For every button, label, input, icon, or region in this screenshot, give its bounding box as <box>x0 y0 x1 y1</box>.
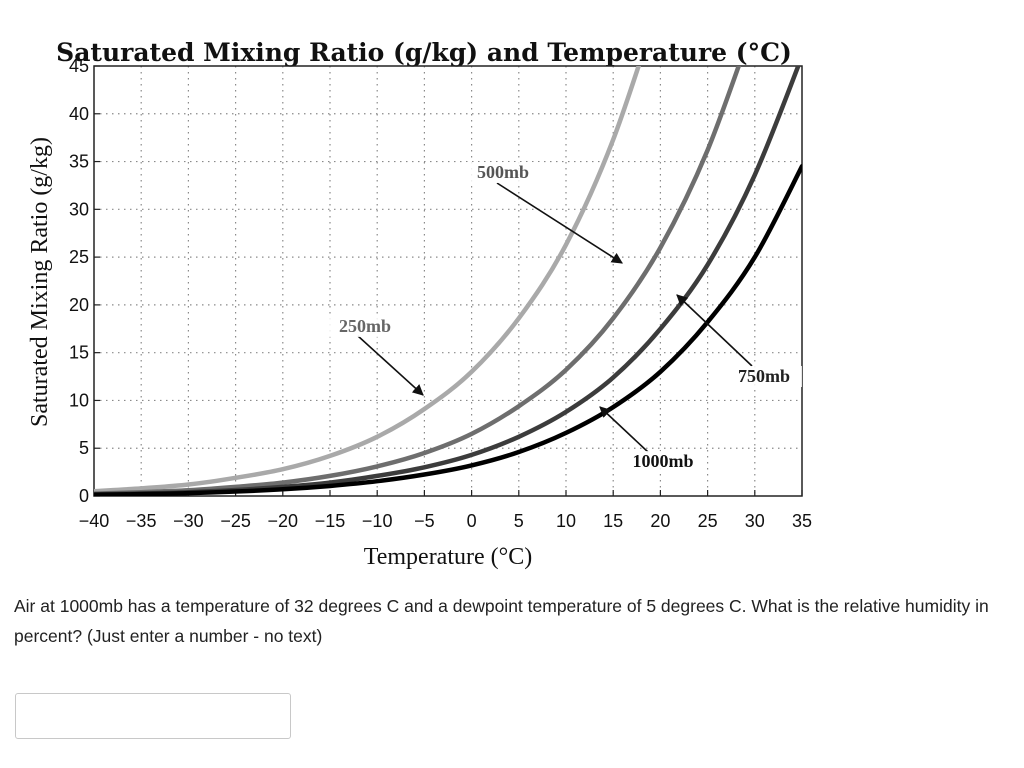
annotation-backdrop <box>465 162 541 183</box>
curve-750mb <box>94 66 801 496</box>
annotation-backdrop <box>327 316 403 337</box>
mixing-ratio-chart: Saturated Mixing Ratio (g/kg) and Temper… <box>27 38 812 570</box>
x-tick-label: 5 <box>514 511 524 531</box>
annotation-arrow <box>357 335 424 396</box>
curve-label-250mb: 250mb <box>339 316 391 336</box>
curve-label-750mb: 750mb <box>738 366 790 386</box>
y-tick-label: 10 <box>69 390 89 410</box>
curve-500mb <box>94 66 742 496</box>
x-tick-label: 35 <box>792 511 812 531</box>
x-tick-label: 10 <box>556 511 576 531</box>
x-tick-label: −5 <box>414 511 435 531</box>
grid <box>93 65 803 497</box>
y-tick-label: 40 <box>69 104 89 124</box>
answer-input[interactable] <box>15 693 291 739</box>
y-tick-label: 25 <box>69 247 89 267</box>
y-tick-label: 35 <box>69 152 89 172</box>
y-tick-label: 30 <box>69 199 89 219</box>
x-tick-label: 0 <box>467 511 477 531</box>
curve-label-1000mb: 1000mb <box>632 451 693 471</box>
x-tick-label: −20 <box>268 511 299 531</box>
curve-1000mb <box>94 164 802 496</box>
annotation-arrow <box>676 294 753 367</box>
x-tick-label: 30 <box>745 511 765 531</box>
x-tick-label: 20 <box>650 511 670 531</box>
y-tick-label: 15 <box>69 343 89 363</box>
x-tick-label: −25 <box>220 511 251 531</box>
annotation-backdrop <box>726 366 802 387</box>
curve-label-500mb: 500mb <box>477 162 529 182</box>
x-tick-label: −40 <box>79 511 110 531</box>
curve-250mb <box>94 66 642 494</box>
x-tick-label: 15 <box>603 511 623 531</box>
x-tick-label: −35 <box>126 511 157 531</box>
curve-annotations: 250mb 500mb 750mb 1000mb <box>327 162 802 472</box>
annotation-arrow <box>496 182 623 264</box>
x-tick-label: −30 <box>173 511 204 531</box>
y-tick-label: 20 <box>69 295 89 315</box>
curves <box>94 66 802 496</box>
tick-labels: −40 −35 −30 −25 −20 −15 −10 −5 0 5 10 15 20 25 30 35 0 5 1… <box>69 56 812 531</box>
x-axis-label: Temperature (°C) <box>364 544 533 570</box>
x-tick-label: −10 <box>362 511 393 531</box>
y-tick-label: 45 <box>69 56 89 76</box>
x-tick-label: −15 <box>315 511 346 531</box>
annotation-arrow <box>599 406 649 453</box>
question-text: Air at 1000mb has a temperature of 32 de… <box>14 596 989 646</box>
annotation-backdrop <box>625 451 701 472</box>
y-tick-label: 5 <box>79 438 89 458</box>
x-tick-label: 25 <box>698 511 718 531</box>
plot-frame <box>93 65 803 497</box>
chart-title: Saturated Mixing Ratio (g/kg) and Temper… <box>56 38 792 67</box>
y-axis-label: Saturated Mixing Ratio (g/kg) <box>27 137 53 427</box>
y-tick-label: 0 <box>79 486 89 506</box>
